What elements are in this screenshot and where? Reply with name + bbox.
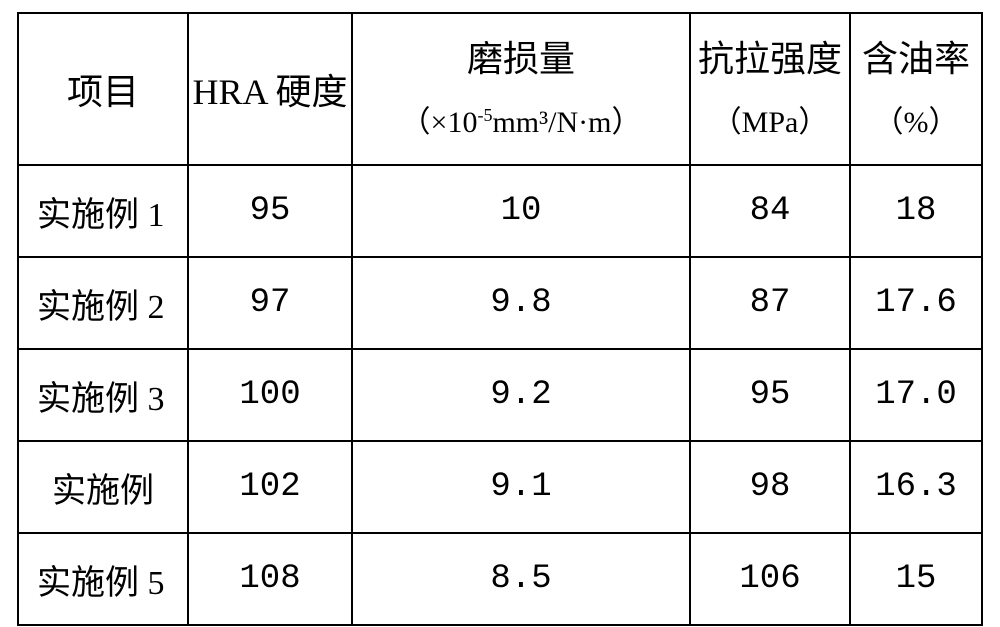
cell-tensile: 98: [690, 441, 850, 533]
col-header-item: 项目: [18, 13, 188, 165]
table-row: 实施例 3 100 9.2 95 17.0: [18, 349, 982, 441]
col-header-tensile-sub: （MPa）: [691, 99, 849, 147]
cell-hra: 108: [188, 533, 352, 625]
cell-oil: 15: [850, 533, 982, 625]
col-header-oil-sub: （%）: [851, 99, 981, 147]
row-label: 实施例 1: [18, 165, 188, 257]
data-table: 项目 HRA 硬度 磨损量 （×10-5mm³/N·m） 抗拉强度 （MPa） …: [17, 12, 983, 626]
cell-hra: 97: [188, 257, 352, 349]
table-row: 实施例 102 9.1 98 16.3: [18, 441, 982, 533]
cell-wear: 9.2: [352, 349, 690, 441]
col-header-wear: 磨损量 （×10-5mm³/N·m）: [352, 13, 690, 165]
col-header-wear-sub-suffix: mm³/N·m）: [492, 106, 641, 139]
page-container: 项目 HRA 硬度 磨损量 （×10-5mm³/N·m） 抗拉强度 （MPa） …: [0, 0, 1000, 627]
cell-wear: 10: [352, 165, 690, 257]
row-label: 实施例: [18, 441, 188, 533]
cell-wear: 9.8: [352, 257, 690, 349]
cell-hra: 100: [188, 349, 352, 441]
cell-oil: 16.3: [850, 441, 982, 533]
table-header-row: 项目 HRA 硬度 磨损量 （×10-5mm³/N·m） 抗拉强度 （MPa） …: [18, 13, 982, 165]
cell-tensile: 84: [690, 165, 850, 257]
cell-wear: 8.5: [352, 533, 690, 625]
cell-oil: 18: [850, 165, 982, 257]
cell-oil: 17.0: [850, 349, 982, 441]
col-header-hra: HRA 硬度: [188, 13, 352, 165]
table-row: 实施例 5 108 8.5 106 15: [18, 533, 982, 625]
cell-hra: 95: [188, 165, 352, 257]
col-header-item-label: 项目: [67, 72, 139, 112]
col-header-oil: 含油率 （%）: [850, 13, 982, 165]
col-header-wear-sub: （×10-5mm³/N·m）: [353, 99, 689, 147]
cell-hra: 102: [188, 441, 352, 533]
row-label: 实施例 2: [18, 257, 188, 349]
col-header-wear-sub-sup: -5: [477, 105, 492, 125]
col-header-tensile-main: 抗拉强度: [691, 31, 849, 89]
row-label: 实施例 3: [18, 349, 188, 441]
col-header-tensile: 抗拉强度 （MPa）: [690, 13, 850, 165]
cell-oil: 17.6: [850, 257, 982, 349]
col-header-hra-label: HRA 硬度: [192, 72, 347, 112]
row-label: 实施例 5: [18, 533, 188, 625]
cell-tensile: 106: [690, 533, 850, 625]
table-row: 实施例 1 95 10 84 18: [18, 165, 982, 257]
cell-tensile: 87: [690, 257, 850, 349]
col-header-wear-sub-prefix: （×10: [401, 106, 478, 139]
cell-wear: 9.1: [352, 441, 690, 533]
col-header-oil-main: 含油率: [851, 31, 981, 89]
cell-tensile: 95: [690, 349, 850, 441]
table-row: 实施例 2 97 9.8 87 17.6: [18, 257, 982, 349]
col-header-wear-main: 磨损量: [353, 31, 689, 89]
